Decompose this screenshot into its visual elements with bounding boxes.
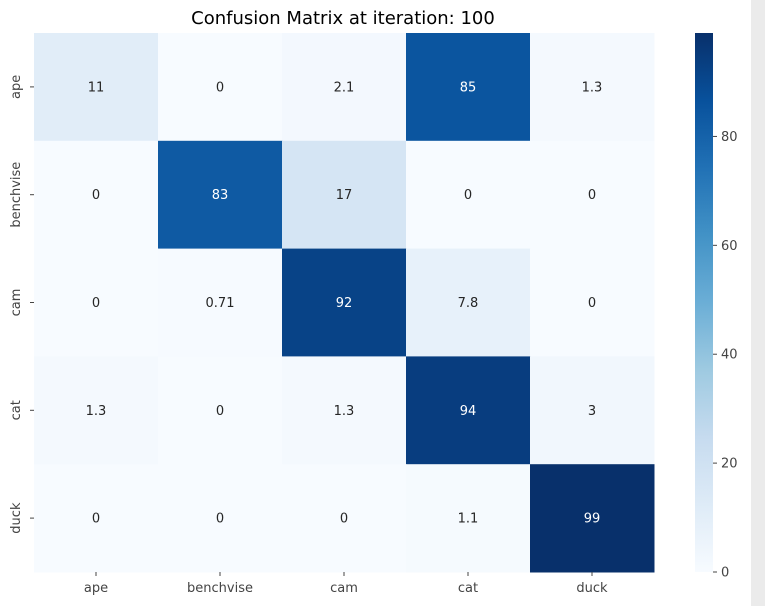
heatmap-cell xyxy=(34,140,159,250)
heatmap-cell xyxy=(158,464,283,573)
cell-label: 1.1 xyxy=(458,512,479,527)
colorbar-tick-label: 40 xyxy=(721,348,738,363)
heatmap-cell xyxy=(158,248,283,357)
cell-label: 1.3 xyxy=(86,404,107,419)
cell-label: 99 xyxy=(584,512,601,527)
colorbar-tick-label: 0 xyxy=(721,566,729,581)
x-tick-label: ape xyxy=(84,581,108,596)
cell-label: 11 xyxy=(88,80,105,95)
heatmap-cell xyxy=(530,248,655,357)
cell-label: 0 xyxy=(340,512,348,527)
cell-label: 0 xyxy=(588,296,596,311)
heatmap-cells: 11 0 2.1 85 1.3 0 83 17 0 0 0 0.71 92 7.8 0 1.3 0 1.3 94 3 0… xyxy=(34,33,655,573)
cell-label: 1.3 xyxy=(334,404,355,419)
heatmap-cell xyxy=(406,248,531,357)
x-tick-label: cam xyxy=(330,581,358,596)
heatmap-cell xyxy=(406,356,531,465)
cell-label: 7.8 xyxy=(458,296,479,311)
x-tick-label: benchvise xyxy=(187,581,253,596)
cell-label: 0 xyxy=(92,188,100,203)
cell-label: 0 xyxy=(216,80,224,95)
colorbar-tick-label: 80 xyxy=(721,130,738,145)
heatmap-cell xyxy=(34,464,159,573)
heatmap-cell xyxy=(282,33,407,142)
cell-label: 0.71 xyxy=(206,296,235,311)
heatmap-cell xyxy=(282,356,407,465)
colorbar: 0 20 40 60 80 xyxy=(695,33,738,581)
y-tick-label: benchvise xyxy=(9,162,24,228)
heatmap-cell xyxy=(282,140,407,250)
right-edge-bar xyxy=(751,0,765,606)
heatmap-cell xyxy=(34,356,159,465)
heatmap-cell xyxy=(282,464,407,573)
cell-label: 0 xyxy=(216,404,224,419)
cell-label: 92 xyxy=(336,296,353,311)
cell-label: 1.3 xyxy=(582,80,603,95)
heatmap-cell xyxy=(282,248,407,357)
heatmap-cell xyxy=(158,33,283,142)
heatmap-cell xyxy=(158,356,283,465)
x-tick-label: duck xyxy=(576,581,608,596)
x-axis: ape benchvise cam cat duck xyxy=(84,572,608,596)
cell-label: 0 xyxy=(92,296,100,311)
heatmap-cell xyxy=(406,33,531,142)
y-tick-label: duck xyxy=(9,502,24,534)
cell-label: 0 xyxy=(464,188,472,203)
cell-label: 85 xyxy=(460,80,477,95)
cell-label: 94 xyxy=(460,404,477,419)
colorbar-tick-label: 20 xyxy=(721,457,738,472)
chart-title: Confusion Matrix at iteration: 100 xyxy=(191,8,495,29)
cell-label: 3 xyxy=(588,404,596,419)
heatmap-cell xyxy=(158,140,283,250)
cell-label: 0 xyxy=(588,188,596,203)
colorbar-ticks: 0 20 40 60 80 xyxy=(713,130,738,581)
cell-label: 83 xyxy=(212,188,229,203)
heatmap-cell xyxy=(34,248,159,357)
y-tick-label: cat xyxy=(9,400,24,420)
y-axis: ape benchvise cam cat duck xyxy=(9,75,34,534)
colorbar-tick-label: 60 xyxy=(721,239,738,254)
cell-label: 0 xyxy=(216,512,224,527)
cell-label: 2.1 xyxy=(334,80,355,95)
cell-label: 0 xyxy=(92,512,100,527)
heatmap-cell xyxy=(406,464,531,573)
heatmap-cell xyxy=(530,33,655,142)
heatmap-cell xyxy=(530,464,655,573)
heatmap-cell xyxy=(406,140,531,250)
y-tick-label: ape xyxy=(9,75,24,99)
heatmap-cell xyxy=(530,140,655,250)
y-tick-label: cam xyxy=(9,289,24,317)
heatmap-cell xyxy=(530,356,655,465)
cell-label: 17 xyxy=(336,188,353,203)
x-tick-label: cat xyxy=(458,581,478,596)
colorbar-gradient xyxy=(695,33,713,572)
heatmap-cell xyxy=(34,33,159,142)
